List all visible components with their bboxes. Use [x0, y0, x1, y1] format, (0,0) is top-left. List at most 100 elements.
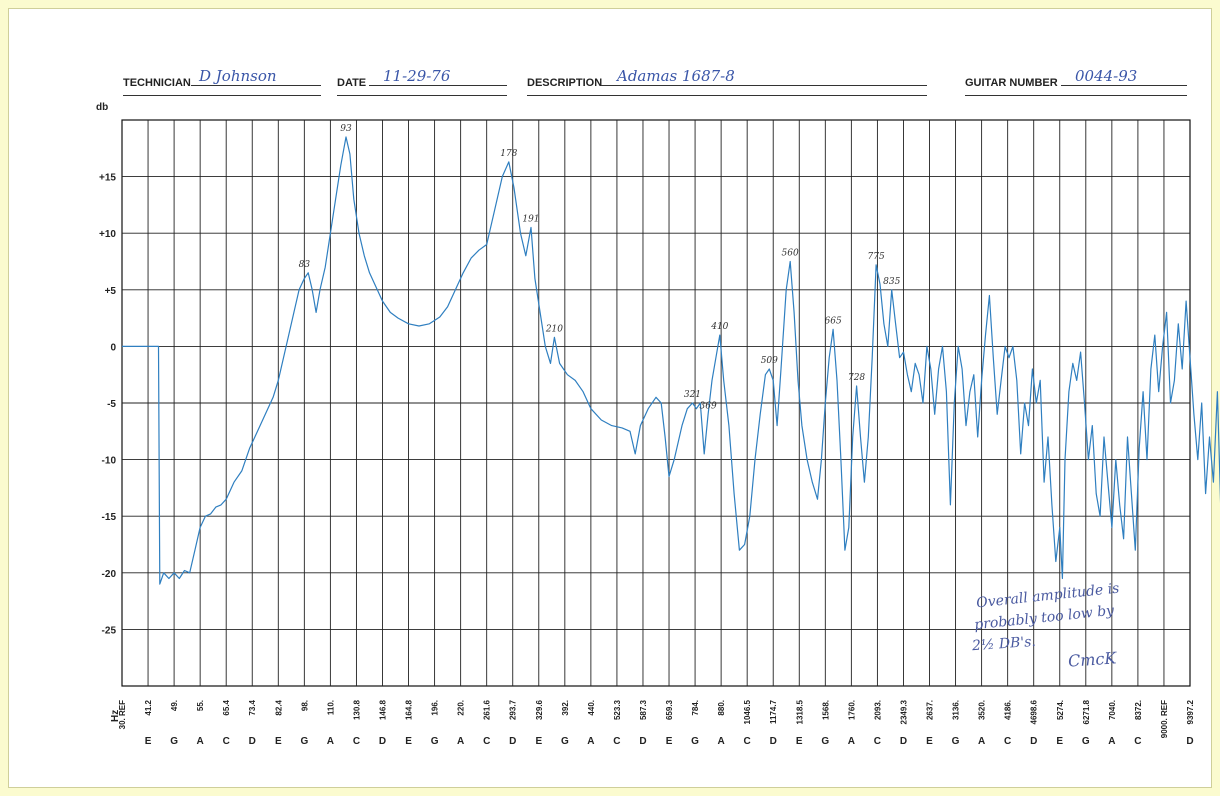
x-note-label: E: [405, 736, 412, 747]
x-note-label: D: [1186, 736, 1193, 747]
x-tick-label: 30. REF: [118, 700, 127, 729]
description-value: Adamas 1687-8: [617, 67, 735, 85]
x-tick-label: 110.: [326, 700, 335, 715]
y-tick-label: -15: [102, 512, 117, 523]
x-tick-label: 220.: [457, 700, 466, 716]
x-tick-label: 880.: [717, 700, 726, 716]
date-rule: [369, 85, 507, 86]
x-tick-label: 2637.: [926, 700, 935, 720]
description-rule: [601, 85, 927, 86]
x-note-label: C: [1134, 736, 1141, 747]
peak-label: 321: [684, 390, 701, 400]
description-rule-2: [527, 95, 927, 96]
x-tick-label: 4186.: [1004, 700, 1013, 720]
x-note-label: C: [613, 736, 620, 747]
x-tick-label: 164.8: [405, 699, 414, 720]
date-value: 11-29-76: [383, 67, 451, 85]
x-note-label: A: [457, 736, 464, 747]
peak-label: 665: [825, 316, 842, 326]
x-note-label: E: [666, 736, 673, 747]
x-note-label: G: [300, 736, 308, 747]
x-note-label: E: [535, 736, 542, 747]
x-note-label: C: [483, 736, 490, 747]
x-tick-label: 2093.: [873, 700, 882, 720]
x-note-label: G: [561, 736, 569, 747]
x-note-label: E: [275, 736, 282, 747]
series-group: [122, 136, 1220, 585]
x-note-label: A: [327, 736, 334, 747]
x-tick-label: 55.: [196, 700, 205, 711]
x-note-label: A: [197, 736, 204, 747]
peak-label: 369: [700, 401, 717, 411]
date-label: DATE: [337, 77, 367, 89]
x-note-label: D: [1030, 736, 1037, 747]
y-tick-label: -20: [102, 569, 117, 580]
x-tick-label: 49.: [170, 700, 179, 711]
guitar-number-value: 0044-93: [1075, 67, 1138, 85]
x-tick-label: 41.2: [144, 699, 153, 715]
x-tick-label: 1760.: [847, 700, 856, 720]
x-note-label: C: [874, 736, 881, 747]
chart-grid: [121, 119, 1191, 687]
x-tick-label: 73.4: [248, 699, 257, 715]
x-note-label: G: [821, 736, 829, 747]
x-note-label: D: [639, 736, 646, 747]
technician-rule-2: [123, 95, 321, 96]
x-note-label: A: [978, 736, 985, 747]
x-note-label: E: [1056, 736, 1063, 747]
x-note-label: G: [1082, 736, 1090, 747]
y-tick-label: -10: [102, 456, 117, 467]
y-tick-label: +10: [99, 229, 116, 240]
x-tick-label: 196.: [431, 700, 440, 716]
y-tick-label: +15: [99, 173, 116, 184]
x-tick-label: 2349.3: [899, 699, 908, 724]
x-tick-label: 523.3: [613, 699, 622, 720]
x-note-label: G: [952, 736, 960, 747]
x-note-label: D: [509, 736, 516, 747]
x-note-label: A: [1108, 736, 1115, 747]
x-tick-label: 98.: [300, 700, 309, 711]
x-tick-label: 1174.7: [769, 699, 778, 724]
x-tick-label: 261.6: [483, 699, 492, 720]
y-axis-label: db: [96, 102, 108, 113]
y-tick-label: -5: [107, 399, 116, 410]
series-line: [122, 136, 1220, 585]
guitar-number-rule: [1061, 85, 1187, 86]
x-note-label: C: [223, 736, 230, 747]
peak-label: 509: [761, 356, 778, 366]
technician-rule: [191, 85, 321, 86]
x-tick-label: 82.4: [274, 699, 283, 715]
y-tick-labels: +15 +10 +5 0 -5 -10 -15 -20 -25: [99, 173, 116, 637]
peak-label: 775: [868, 252, 885, 262]
x-note-label: E: [145, 736, 152, 747]
x-tick-label: 440.: [587, 700, 596, 716]
x-tick-label: 329.6: [535, 699, 544, 720]
x-tick-label: 5274.: [1056, 700, 1065, 720]
guitar-number-label: GUITAR NUMBER: [965, 77, 1058, 89]
x-tick-label: 7040.: [1108, 700, 1117, 720]
x-note-label: E: [926, 736, 933, 747]
x-tick-label: 392.: [561, 700, 570, 716]
peak-label: 560: [782, 249, 799, 259]
x-note-label: C: [744, 736, 751, 747]
technician-label: TECHNICIAN: [123, 77, 191, 89]
x-tick-label: 146.8: [378, 699, 387, 720]
x-note-label: D: [900, 736, 907, 747]
peak-label: 191: [522, 215, 539, 225]
guitar-number-rule-2: [965, 95, 1187, 96]
x-note-label: D: [379, 736, 386, 747]
x-tick-labels: 30. REF 41.2 E 49. G 55. A 65.4 C 73.4 D 82.4 E 98. G 1…: [118, 699, 1195, 747]
x-tick-label: 130.8: [352, 699, 361, 720]
peak-label: 178: [500, 149, 517, 159]
x-note-label: C: [1004, 736, 1011, 747]
x-note-label: D: [770, 736, 777, 747]
x-tick-label: 4698.6: [1030, 699, 1039, 724]
chart-sheet: TECHNICIAN D Johnson DATE 11-29-76 DESCR…: [8, 8, 1212, 788]
x-tick-label: 9000. REF: [1160, 700, 1169, 738]
peak-label: 93: [340, 124, 352, 134]
peak-label: 410: [710, 322, 728, 332]
x-tick-label: 9397.2: [1186, 699, 1195, 724]
x-note-label: A: [587, 736, 594, 747]
